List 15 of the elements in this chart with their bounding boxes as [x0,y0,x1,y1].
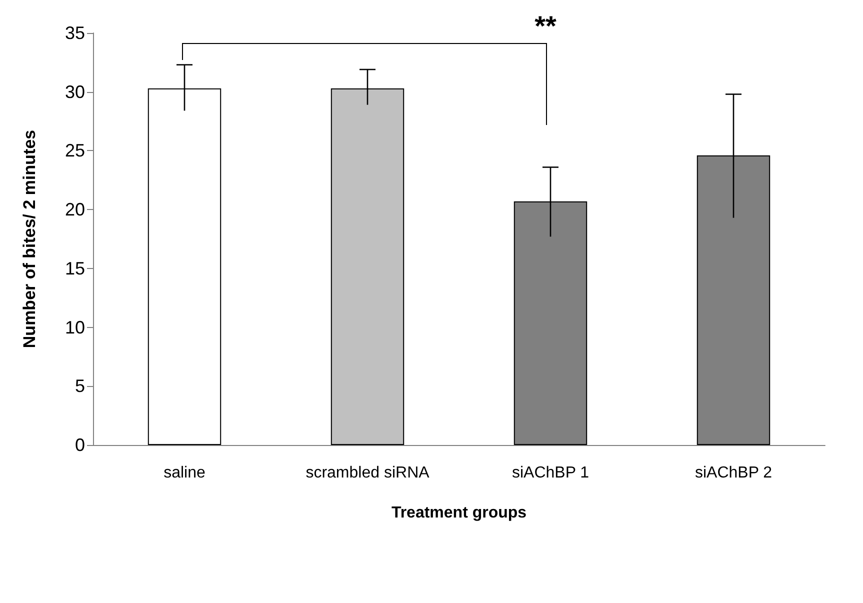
x-tick-label: siAChBP 2 [694,464,772,482]
y-tick-label: 0 [74,435,85,455]
y-tick-label: 15 [64,258,85,278]
x-axis-title: Treatment groups [391,504,527,522]
y-tick-label: 20 [64,200,85,220]
y-tick-label: 35 [64,23,85,43]
y-axis-title: Number of bites/ 2 minutes [20,130,39,348]
y-tick-label: 5 [74,376,85,396]
y-tick-label: 10 [64,317,85,338]
y-tick-label: 25 [64,140,85,161]
x-tick-label: saline [164,464,206,482]
x-tick-label: siAChBP 1 [512,464,590,482]
x-tick-label: scrambled siRNA [306,464,430,482]
annotation: ** [534,10,556,42]
y-tick-label: 30 [64,82,85,102]
